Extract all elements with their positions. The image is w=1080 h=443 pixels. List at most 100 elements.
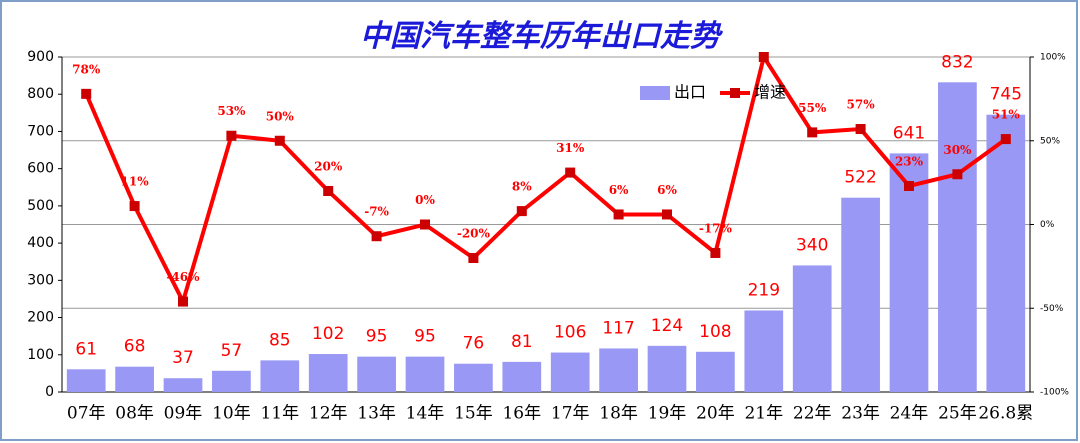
line-label: -20%: [457, 227, 491, 241]
line-marker: [904, 180, 914, 191]
line: [84, 52, 1007, 307]
line-label: 6%: [609, 183, 629, 197]
line-marker: [468, 253, 479, 263]
line-label: 30%: [943, 143, 972, 157]
legend-label: 出口: [674, 83, 706, 102]
bar-label: 106: [554, 323, 586, 343]
x-tick-label: 16年: [502, 404, 541, 424]
line-marker: [1000, 134, 1011, 145]
line-marker: [274, 135, 285, 146]
line-label: 11%: [121, 175, 150, 189]
x-tick-label: 11年: [260, 404, 299, 424]
line-label: 23%: [895, 154, 924, 168]
bar-label: 57: [221, 341, 243, 361]
line-label: 55%: [798, 101, 827, 115]
bar: [357, 356, 396, 392]
legend-label: 增速: [754, 83, 786, 102]
bar-label: 117: [602, 318, 634, 338]
line-marker: [758, 52, 769, 62]
x-tick-label: 18年: [599, 404, 638, 424]
line-label: 8%: [512, 180, 532, 194]
x-tick-label: 08年: [115, 404, 154, 424]
y2-tick-label: 0%: [1040, 220, 1055, 230]
y2-tick-label: -50%: [1040, 304, 1064, 314]
y-tick-label: 400: [27, 235, 54, 251]
line-marker: [807, 127, 818, 138]
line-label: 20%: [314, 160, 343, 174]
y-tick-label: 600: [27, 161, 54, 177]
bar-label: 124: [651, 316, 683, 336]
x-tick-label: 23年: [841, 404, 880, 424]
y2-tick-label: 100%: [1040, 53, 1066, 63]
line-label: 51%: [992, 108, 1021, 122]
line-marker: [855, 124, 866, 135]
line-label: 57%: [847, 98, 876, 112]
line-label: 53%: [217, 104, 246, 118]
bar: [502, 361, 542, 392]
x-tick-label: 26.8累: [978, 404, 1033, 424]
bar: [938, 82, 977, 393]
line-label: 31%: [556, 141, 585, 155]
bar-label: 95: [414, 327, 436, 347]
bar: [405, 356, 445, 392]
bar: [599, 348, 638, 392]
bar: [841, 197, 880, 392]
line-label: 6%: [657, 183, 677, 197]
bar-label: 102: [312, 324, 344, 344]
bar-label: 95: [366, 327, 388, 347]
bar-label: 832: [941, 52, 973, 72]
line-label: 50%: [266, 109, 295, 123]
bar: [986, 114, 1026, 392]
y-tick-label: 300: [27, 272, 54, 288]
bar-label: 61: [75, 339, 97, 359]
line-marker: [420, 219, 430, 230]
bar: [889, 153, 929, 392]
line-label: 0%: [415, 193, 435, 207]
bar-label: 81: [511, 332, 533, 352]
bar-label: 219: [748, 280, 780, 300]
bar: [66, 369, 106, 392]
line-label: -17%: [699, 221, 733, 235]
line-marker: [516, 206, 527, 217]
bar-label: 108: [699, 322, 731, 342]
bar: [550, 352, 590, 392]
bar: [792, 265, 832, 392]
bar-label: 340: [796, 235, 828, 255]
bar: [647, 345, 687, 392]
bar: [308, 354, 348, 392]
bar-label: 37: [172, 348, 194, 368]
y2-tick-label: 50%: [1040, 136, 1060, 146]
line-marker: [323, 186, 334, 196]
y-tick-label: 100: [27, 347, 54, 363]
legend-swatch: [640, 86, 670, 100]
line-marker: [952, 169, 963, 180]
line-label: 78%: [72, 62, 101, 76]
y-tick-label: 200: [27, 310, 54, 326]
x-tick-label: 24年: [890, 404, 929, 424]
y-tick-label: 900: [27, 49, 54, 65]
bar: [260, 360, 300, 392]
y-tick-label: 0: [45, 384, 54, 400]
line-marker: [129, 201, 140, 212]
line-label: -7%: [364, 205, 389, 219]
line-marker: [710, 247, 721, 258]
x-tick-label: 14年: [406, 404, 445, 424]
line-marker: [565, 167, 576, 178]
bar: [115, 366, 154, 392]
x-tick-label: 21年: [744, 404, 783, 424]
line-marker: [226, 130, 237, 141]
y-tick-label: 800: [27, 86, 54, 102]
bar-label: 68: [124, 337, 146, 357]
y-tick-label: 700: [27, 123, 54, 139]
x-tick-label: 20年: [696, 404, 735, 424]
x-tick-label: 07年: [67, 404, 106, 424]
bar: [744, 310, 784, 392]
line-marker: [371, 231, 382, 242]
x-tick-label: 22年: [793, 404, 832, 424]
x-tick-label: 10年: [212, 404, 251, 424]
bar: [163, 378, 203, 392]
x-tick-label: 25年: [938, 404, 977, 424]
bar-label: 641: [893, 123, 925, 143]
line-marker: [178, 296, 188, 307]
